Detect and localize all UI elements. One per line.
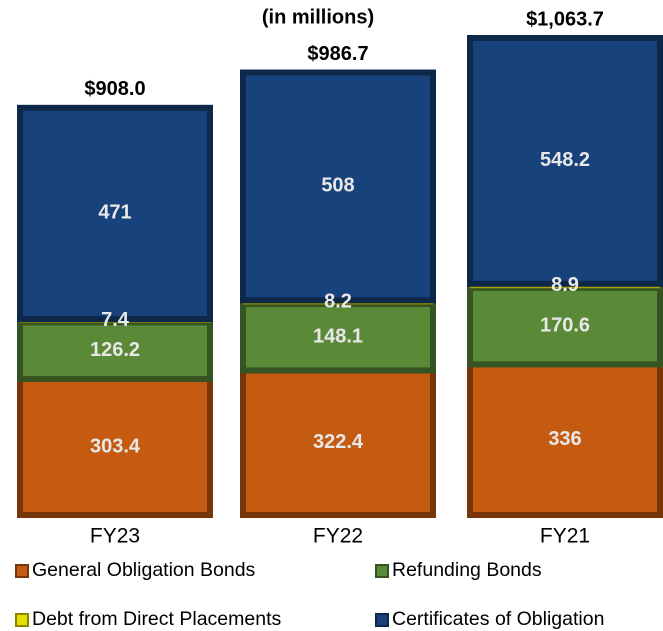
x-tick-label: FY23 [90, 525, 140, 548]
value-label: 8.9 [551, 274, 579, 296]
total-label: $1,063.7 [526, 8, 604, 30]
bar-segment [467, 284, 663, 368]
legend-label: Certificates of Obligation [392, 608, 604, 630]
bar-segment [467, 361, 663, 518]
value-label: 170.6 [540, 314, 590, 336]
chart-subtitle: (in millions) [262, 6, 374, 28]
bar-segment [240, 367, 436, 518]
bar-segment [467, 35, 663, 287]
value-label: 508 [321, 175, 354, 197]
value-label: 126.2 [90, 339, 140, 361]
value-label: 7.4 [101, 309, 130, 331]
x-tick-label: FY21 [540, 525, 590, 548]
bar-segment [17, 319, 213, 382]
value-label: 548.2 [540, 149, 590, 171]
total-label: $986.7 [307, 43, 368, 65]
legend-swatch [375, 613, 389, 627]
legend-swatch [15, 613, 29, 627]
total-label: $908.0 [84, 78, 145, 100]
value-label: 8.2 [324, 290, 352, 312]
value-label: 148.1 [313, 325, 363, 347]
bar-segment [17, 375, 213, 518]
bar-segment [240, 69, 436, 304]
legend-label: Debt from Direct Placements [32, 608, 281, 630]
bar-segment [17, 104, 213, 323]
legend-label: General Obligation Bonds [32, 559, 256, 581]
value-label: 336 [548, 428, 581, 450]
value-label: 471 [98, 202, 131, 224]
x-tick-label: FY22 [313, 525, 363, 548]
legend-label: Refunding Bonds [392, 559, 542, 581]
value-label: 303.4 [90, 435, 141, 457]
legend-swatch [15, 564, 29, 578]
legend-swatch [375, 564, 389, 578]
value-label: 322.4 [313, 431, 364, 453]
